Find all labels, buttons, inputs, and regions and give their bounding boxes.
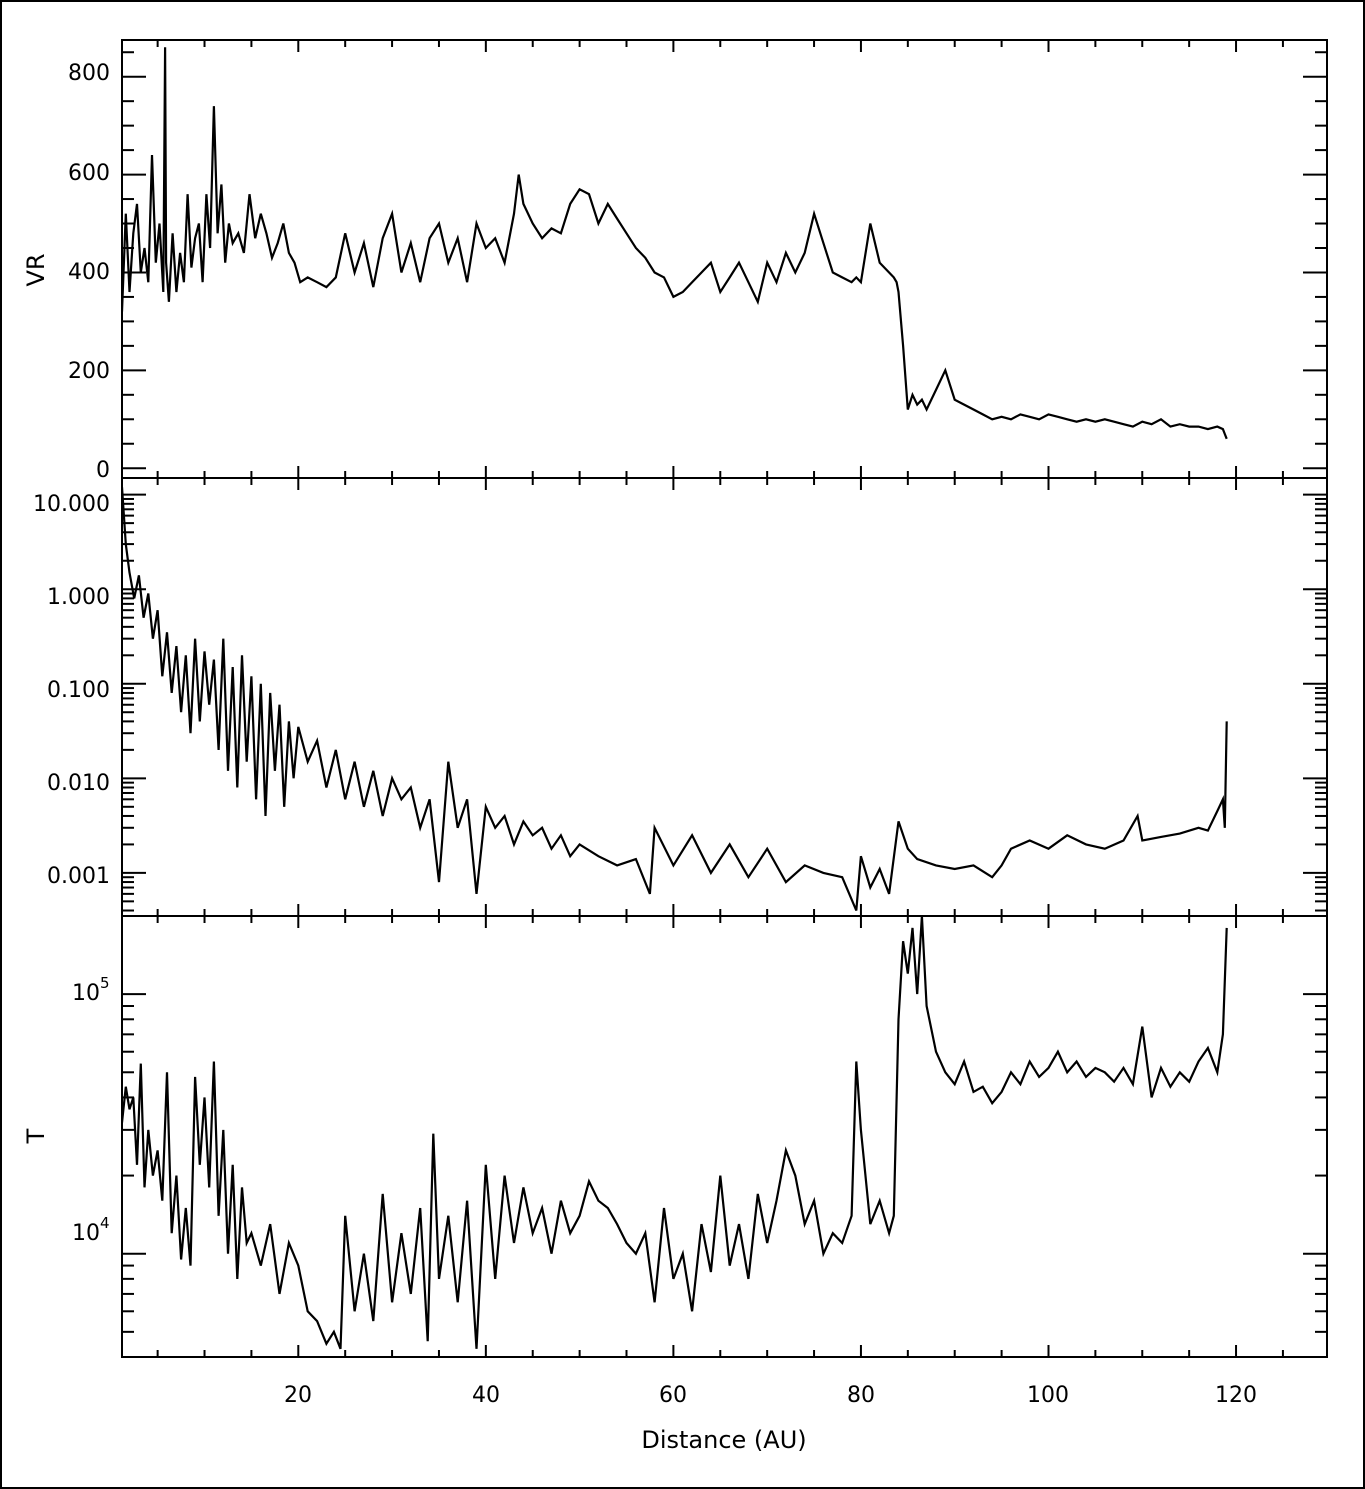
x-tick-label: 120 — [1215, 1383, 1257, 1408]
vr-tick-label: 600 — [68, 161, 110, 186]
t-axis-title: T — [22, 1128, 50, 1144]
x-axis-title: Distance (AU) — [641, 1426, 806, 1454]
panel-density — [121, 477, 1328, 917]
series-line-vr — [122, 47, 1228, 440]
vr-tick-label: 200 — [68, 359, 110, 384]
series-line-density — [122, 487, 1228, 911]
x-tick-label: 100 — [1027, 1383, 1069, 1408]
density-tick-label: 1.000 — [47, 585, 110, 610]
t-tick-labels: 105 104 — [72, 974, 110, 1246]
t-tick-base: 10 — [72, 981, 100, 1006]
vr-tick-label: 400 — [68, 260, 110, 285]
series-line-temperature — [122, 916, 1228, 1350]
density-tick-labels: 10.000 1.000 0.100 0.010 0.001 — [33, 492, 110, 889]
vr-tick-label: 800 — [68, 61, 110, 86]
t-tick-base: 10 — [72, 1221, 100, 1246]
x-tick-label: 40 — [472, 1383, 500, 1408]
x-tick-label: 80 — [847, 1383, 875, 1408]
density-tick-label: 0.010 — [47, 771, 110, 796]
density-tick-label: 0.001 — [47, 864, 110, 889]
panel-frame — [121, 915, 1328, 1358]
t-tick-exp: 4 — [100, 1214, 110, 1232]
t-tick-exp: 5 — [100, 974, 110, 992]
vr-axis-title: VR — [22, 253, 50, 286]
t-tick-label-1e5: 105 — [72, 974, 110, 1006]
panel-frame — [121, 39, 1328, 479]
panel-vr — [121, 39, 1328, 479]
density-tick-label: 10.000 — [33, 492, 110, 517]
x-tick-labels: 20 40 60 80 100 120 — [284, 1383, 1257, 1408]
density-tick-label: 0.100 — [47, 678, 110, 703]
vr-tick-labels: 800 600 400 200 0 — [68, 61, 110, 483]
x-tick-label: 20 — [284, 1383, 312, 1408]
panel-temperature — [121, 915, 1328, 1358]
vr-tick-label: 0 — [96, 458, 110, 483]
x-tick-label: 60 — [659, 1383, 687, 1408]
t-tick-label-1e4: 104 — [72, 1214, 110, 1246]
